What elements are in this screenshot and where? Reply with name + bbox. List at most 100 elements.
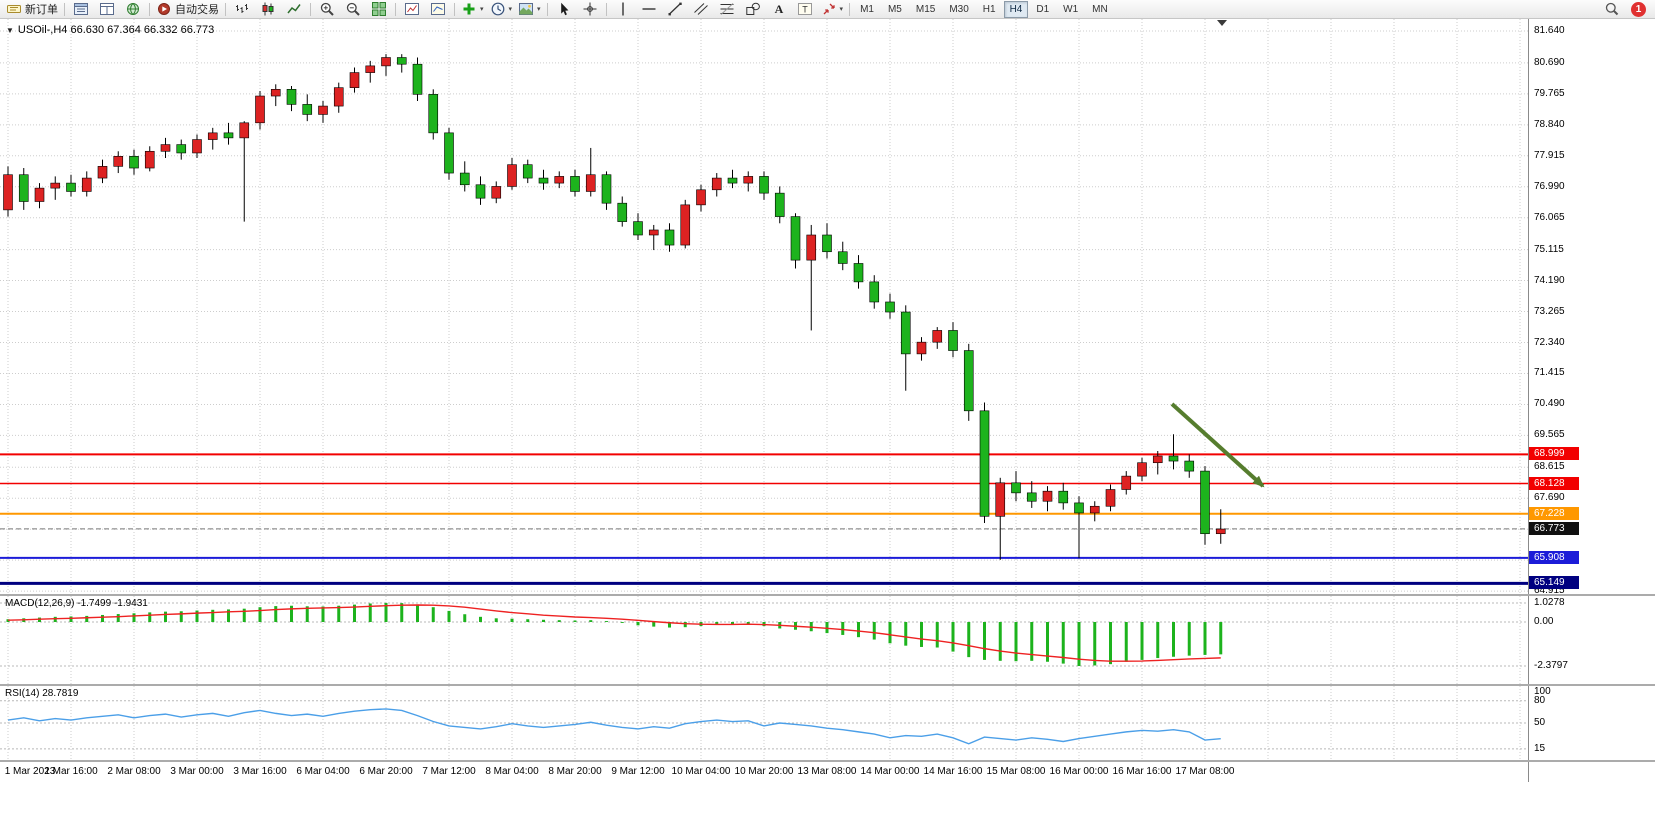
time-label: 10 Mar 20:00: [734, 766, 794, 777]
price-tick: 76.065: [1534, 211, 1565, 223]
toolbar-separator: [605, 2, 607, 16]
timeframe-m5-button[interactable]: M5: [887, 3, 902, 15]
time-label: 10 Mar 04:00: [671, 766, 731, 777]
price-tick: 71.415: [1534, 367, 1565, 379]
market-watch-icon: [74, 3, 88, 15]
periods-button[interactable]: ▾: [487, 0, 516, 19]
tile-windows-button[interactable]: [366, 0, 392, 19]
timeframe-m30-button[interactable]: M30: [949, 3, 969, 15]
price-axis: 81.640 80.690 79.765 78.840 77.915 76.990 76.0…: [1528, 19, 1655, 596]
panel-separator[interactable]: [0, 760, 1655, 762]
rsi-label: RSI(14) 28.7819: [5, 688, 79, 699]
rsi-chart[interactable]: [0, 686, 1528, 760]
panel-separator[interactable]: [0, 684, 1655, 686]
templates-button[interactable]: ▾: [515, 0, 544, 19]
new-chart-button[interactable]: [399, 0, 425, 19]
text-label-icon: T: [797, 3, 812, 15]
price-tick: 77.915: [1534, 149, 1565, 161]
price-tick: 68.615: [1534, 461, 1565, 473]
caret-down-icon: ▾: [508, 5, 513, 13]
symbol-ohlc-text: USOil-,H4 66.630 67.364 66.332 66.773: [17, 24, 215, 36]
timeframe-h4-button[interactable]: H4: [1003, 0, 1029, 18]
zoom-in-button[interactable]: [314, 0, 340, 19]
bar-chart-icon: [236, 4, 248, 13]
zoom-out-icon: [346, 2, 360, 16]
toolbar-right: 1: [1599, 0, 1652, 19]
candle-chart-button[interactable]: [255, 0, 281, 19]
shapes-button[interactable]: [740, 0, 766, 19]
new-order-button[interactable]: 新订单: [3, 0, 61, 19]
notification-badge[interactable]: 1: [1631, 1, 1646, 17]
data-window-button[interactable]: [94, 0, 120, 19]
price-tick: 67.690: [1534, 492, 1565, 504]
time-label: 16 Mar 16:00: [1112, 766, 1172, 777]
horizontal-line-button[interactable]: [636, 0, 662, 19]
search-button[interactable]: [1599, 0, 1625, 19]
toolbar-separator: [149, 2, 150, 16]
price-tick: 69.565: [1534, 429, 1565, 441]
timeframe-m15-button[interactable]: M15: [915, 3, 936, 15]
time-label: 1 Mar 16:00: [44, 766, 98, 777]
candlestick-chart[interactable]: [0, 19, 1528, 594]
autotrade-button-label: 自动交易: [175, 4, 219, 16]
macd-chart[interactable]: [0, 596, 1528, 684]
price-tick: 81.640: [1534, 25, 1565, 37]
dropdown-triangle-icon[interactable]: ▼: [6, 25, 14, 35]
periods-icon: [491, 2, 504, 16]
horizontal-line-icon: [642, 8, 656, 10]
time-label: 8 Mar 20:00: [548, 766, 602, 777]
time-label: 2 Mar 08:00: [107, 766, 161, 777]
toolbar: 新订单 自动交易 ▾ ▾ ▾ A T ▾ M1 M5 M15 M30 H1 H4 D1 W1 MN 1: [0, 0, 1655, 19]
text-button[interactable]: A: [766, 0, 792, 19]
rsi-panel: RSI(14) 28.7819 100 80 50 15: [0, 686, 1655, 760]
templates-icon: [519, 3, 534, 15]
timeframe-d1-button[interactable]: D1: [1036, 3, 1050, 15]
svg-text:A: A: [774, 2, 783, 16]
navigator-button[interactable]: [120, 0, 146, 19]
cursor-button[interactable]: [551, 0, 577, 19]
time-label: 9 Mar 12:00: [611, 766, 665, 777]
zoom-in-icon: [320, 2, 334, 16]
ticket-icon: [7, 5, 21, 13]
toolbar-separator: [454, 2, 455, 16]
time-label: 15 Mar 08:00: [986, 766, 1046, 777]
price-badge: 65.149: [1529, 576, 1579, 590]
line-chart-button[interactable]: [281, 0, 307, 19]
panel-separator[interactable]: [0, 594, 1655, 596]
price-tick: 75.115: [1534, 243, 1564, 255]
fibonacci-button[interactable]: [714, 0, 740, 19]
price-tick: 76.990: [1534, 180, 1565, 192]
vertical-line-button[interactable]: [610, 0, 636, 19]
channel-icon: [693, 3, 708, 15]
equidistant-channel-button[interactable]: [688, 0, 714, 19]
time-label: 1 Mar 2023: [4, 766, 56, 777]
autotrade-button[interactable]: 自动交易: [153, 0, 222, 19]
rsi-scale-tick: 80: [1534, 694, 1546, 706]
toolbar-separator: [64, 2, 65, 16]
toolbar-separator: [849, 2, 851, 16]
time-label: 3 Mar 16:00: [233, 766, 287, 777]
crosshair-button[interactable]: [577, 0, 603, 19]
tile-windows-icon: [372, 2, 386, 16]
add-indicator-button[interactable]: ▾: [458, 0, 487, 19]
profiles-button[interactable]: [425, 0, 451, 19]
zoom-out-button[interactable]: [340, 0, 366, 19]
market-watch-button[interactable]: [68, 0, 94, 19]
macd-panel: MACD(12,26,9) -1.7499 -1.9431 1.0278 0.00…: [0, 596, 1655, 684]
shapes-icon: [745, 2, 760, 15]
macd-scale-tick: 1.0278: [1534, 596, 1565, 608]
caret-down-icon: ▾: [480, 5, 484, 13]
text-label-button[interactable]: T: [792, 0, 818, 19]
arrows-button[interactable]: ▾: [818, 0, 847, 19]
new-chart-icon: [405, 3, 419, 15]
autotrade-icon: [158, 3, 170, 15]
timeframe-m1-button[interactable]: M1: [860, 3, 874, 15]
crosshair-icon: [583, 2, 597, 16]
macd-scale-tick: -2.3797: [1534, 660, 1568, 671]
bar-chart-button[interactable]: [229, 0, 255, 19]
timeframe-mn-button[interactable]: MN: [1092, 3, 1108, 15]
trend-line-button[interactable]: [662, 0, 688, 19]
chart-shift-marker[interactable]: [1217, 20, 1227, 26]
timeframe-h1-button[interactable]: H1: [982, 3, 996, 15]
timeframe-w1-button[interactable]: W1: [1063, 3, 1079, 15]
